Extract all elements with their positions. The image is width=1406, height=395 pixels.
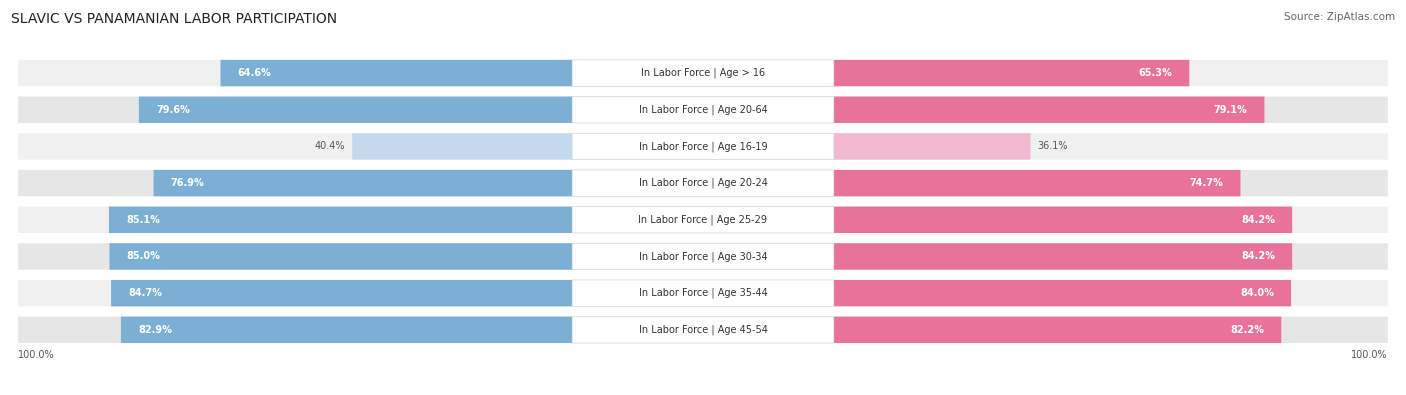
FancyBboxPatch shape xyxy=(572,280,834,307)
FancyBboxPatch shape xyxy=(834,60,1189,86)
FancyBboxPatch shape xyxy=(834,207,1292,233)
Text: 64.6%: 64.6% xyxy=(238,68,271,78)
FancyBboxPatch shape xyxy=(572,96,834,123)
Text: In Labor Force | Age 20-64: In Labor Force | Age 20-64 xyxy=(638,105,768,115)
FancyBboxPatch shape xyxy=(110,243,572,270)
FancyBboxPatch shape xyxy=(18,317,1388,343)
FancyBboxPatch shape xyxy=(108,207,572,233)
FancyBboxPatch shape xyxy=(18,170,1388,196)
Text: SLAVIC VS PANAMANIAN LABOR PARTICIPATION: SLAVIC VS PANAMANIAN LABOR PARTICIPATION xyxy=(11,12,337,26)
FancyBboxPatch shape xyxy=(153,170,572,196)
FancyBboxPatch shape xyxy=(834,133,1031,160)
FancyBboxPatch shape xyxy=(834,170,1240,196)
Text: 100.0%: 100.0% xyxy=(18,350,55,361)
FancyBboxPatch shape xyxy=(121,317,572,343)
Text: Source: ZipAtlas.com: Source: ZipAtlas.com xyxy=(1284,12,1395,22)
FancyBboxPatch shape xyxy=(18,133,1388,160)
Text: 84.2%: 84.2% xyxy=(1241,252,1275,261)
FancyBboxPatch shape xyxy=(139,96,572,123)
Text: 76.9%: 76.9% xyxy=(170,178,204,188)
Text: 79.1%: 79.1% xyxy=(1213,105,1247,115)
FancyBboxPatch shape xyxy=(834,317,1281,343)
FancyBboxPatch shape xyxy=(572,170,834,196)
Text: 36.1%: 36.1% xyxy=(1038,141,1067,151)
FancyBboxPatch shape xyxy=(572,243,834,270)
Text: In Labor Force | Age 16-19: In Labor Force | Age 16-19 xyxy=(638,141,768,152)
Text: 82.9%: 82.9% xyxy=(138,325,172,335)
Text: In Labor Force | Age 20-24: In Labor Force | Age 20-24 xyxy=(638,178,768,188)
FancyBboxPatch shape xyxy=(18,60,1388,86)
Text: 84.0%: 84.0% xyxy=(1240,288,1274,298)
Text: In Labor Force | Age > 16: In Labor Force | Age > 16 xyxy=(641,68,765,78)
Text: 84.2%: 84.2% xyxy=(1241,215,1275,225)
FancyBboxPatch shape xyxy=(18,280,1388,307)
Text: 85.1%: 85.1% xyxy=(127,215,160,225)
FancyBboxPatch shape xyxy=(18,207,1388,233)
FancyBboxPatch shape xyxy=(834,96,1264,123)
FancyBboxPatch shape xyxy=(834,280,1291,307)
FancyBboxPatch shape xyxy=(353,133,572,160)
FancyBboxPatch shape xyxy=(18,243,1388,270)
FancyBboxPatch shape xyxy=(572,317,834,343)
Text: 40.4%: 40.4% xyxy=(315,141,346,151)
Text: 74.7%: 74.7% xyxy=(1189,178,1223,188)
FancyBboxPatch shape xyxy=(18,96,1388,123)
Text: In Labor Force | Age 25-29: In Labor Force | Age 25-29 xyxy=(638,214,768,225)
FancyBboxPatch shape xyxy=(221,60,572,86)
FancyBboxPatch shape xyxy=(572,60,834,86)
FancyBboxPatch shape xyxy=(572,133,834,160)
Text: 82.2%: 82.2% xyxy=(1230,325,1264,335)
FancyBboxPatch shape xyxy=(111,280,572,307)
Text: In Labor Force | Age 35-44: In Labor Force | Age 35-44 xyxy=(638,288,768,298)
Text: In Labor Force | Age 30-34: In Labor Force | Age 30-34 xyxy=(638,251,768,262)
Text: 65.3%: 65.3% xyxy=(1139,68,1173,78)
Text: 85.0%: 85.0% xyxy=(127,252,160,261)
Text: 100.0%: 100.0% xyxy=(1351,350,1388,361)
Text: 84.7%: 84.7% xyxy=(128,288,162,298)
FancyBboxPatch shape xyxy=(834,243,1292,270)
Text: In Labor Force | Age 45-54: In Labor Force | Age 45-54 xyxy=(638,325,768,335)
FancyBboxPatch shape xyxy=(572,207,834,233)
Text: 79.6%: 79.6% xyxy=(156,105,190,115)
